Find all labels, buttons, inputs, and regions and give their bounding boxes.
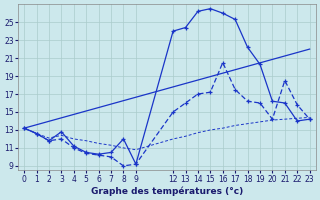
X-axis label: Graphe des températures (°c): Graphe des températures (°c) (91, 186, 243, 196)
